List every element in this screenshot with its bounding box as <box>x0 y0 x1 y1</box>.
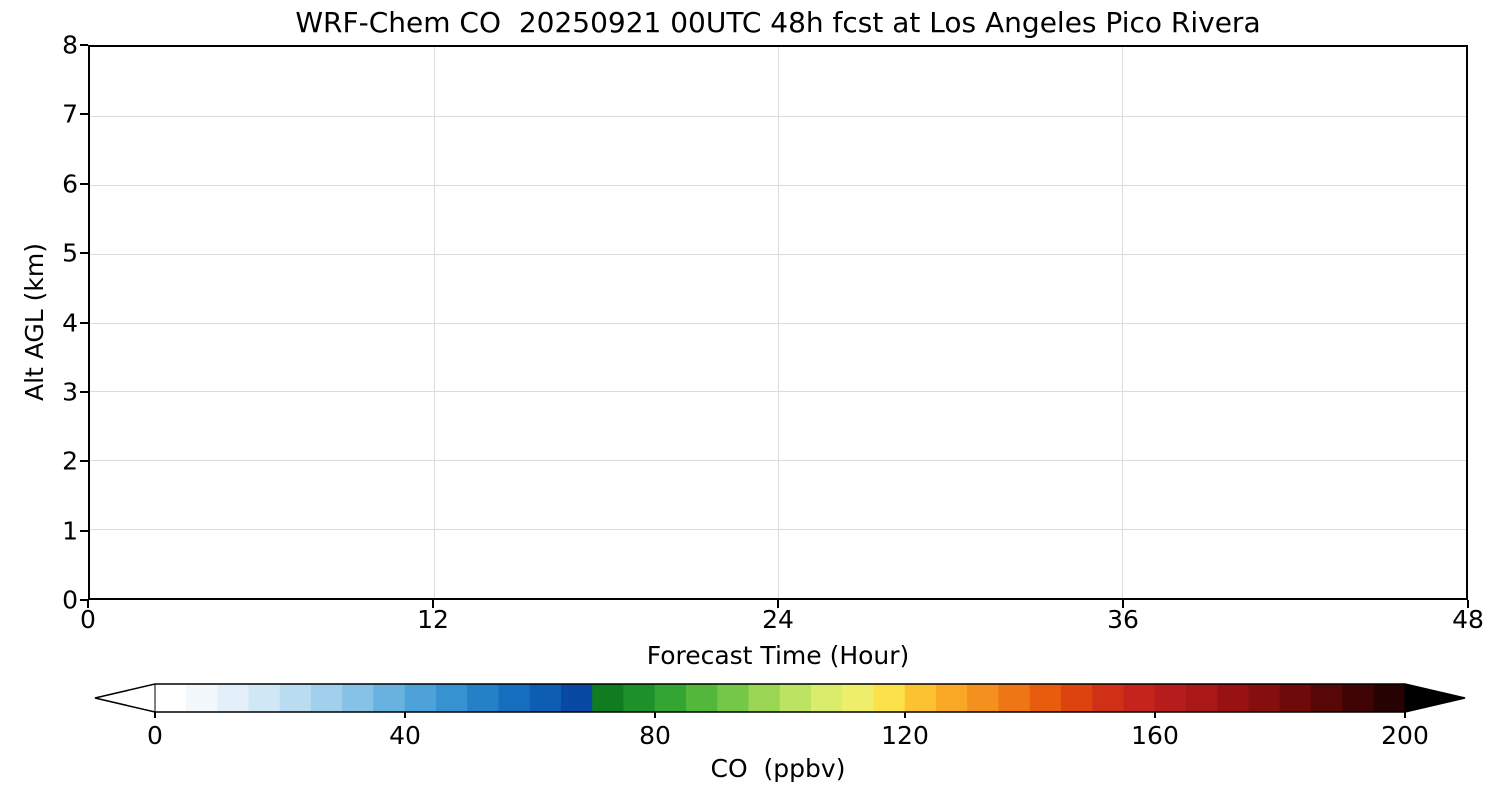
colorbar-segment <box>1060 684 1093 712</box>
y-tick-label: 7 <box>62 99 78 129</box>
y-tick-label: 5 <box>62 238 78 268</box>
chart-title: WRF-Chem CO 20250921 00UTC 48h fcst at L… <box>295 6 1261 39</box>
colorbar-segment <box>435 684 468 712</box>
y-tick-mark <box>80 44 88 46</box>
colorbar-segment <box>1217 684 1250 712</box>
colorbar-tick-label: 0 <box>147 721 163 750</box>
gridline-horizontal <box>90 460 1466 462</box>
y-tick-label: 2 <box>62 446 78 476</box>
y-tick-mark <box>80 529 88 532</box>
colorbar-segment <box>185 684 218 712</box>
colorbar-segment <box>342 684 375 712</box>
colorbar-segment <box>967 684 1000 712</box>
colorbar-segment <box>935 684 968 712</box>
colorbar-segment <box>1310 684 1343 712</box>
colorbar-segment <box>248 684 281 712</box>
y-tick-mark <box>80 252 88 255</box>
colorbar-segment <box>498 684 531 712</box>
y-tick-mark <box>80 390 88 393</box>
colorbar-segment <box>1029 684 1062 712</box>
colorbar-segment <box>904 684 937 712</box>
y-tick-label: 4 <box>62 307 78 337</box>
plot-area <box>88 45 1468 600</box>
colorbar-segment <box>560 684 593 712</box>
colorbar-segment <box>873 684 906 712</box>
colorbar-tick-label: 160 <box>1131 721 1179 750</box>
colorbar-segment <box>1185 684 1218 712</box>
colorbar <box>94 683 1466 718</box>
colorbar-label: CO (ppbv) <box>710 754 846 783</box>
gridline-horizontal <box>90 115 1466 117</box>
y-tick-label: 6 <box>62 169 78 198</box>
colorbar-tick-label: 120 <box>881 721 929 750</box>
colorbar-segment <box>748 684 781 712</box>
colorbar-segment <box>1342 684 1375 712</box>
gridline-horizontal <box>90 322 1466 324</box>
colorbar-segment <box>1154 684 1187 712</box>
colorbar-segment <box>779 684 812 712</box>
y-tick-mark <box>80 321 88 324</box>
colorbar-segment <box>1123 684 1156 712</box>
x-axis-label: Forecast Time (Hour) <box>646 641 910 670</box>
x-tick-mark <box>1122 600 1124 608</box>
colorbar-segment <box>685 684 718 712</box>
y-tick-mark <box>80 182 88 185</box>
gridline-horizontal <box>90 391 1466 393</box>
y-tick-label: 0 <box>62 585 78 615</box>
x-tick-label: 0 <box>80 605 96 634</box>
colorbar-segment <box>467 684 500 712</box>
x-tick-label: 12 <box>417 605 449 634</box>
x-tick-mark <box>777 600 779 608</box>
colorbar-segment <box>810 684 843 712</box>
x-tick-mark <box>1467 600 1469 608</box>
colorbar-segment <box>217 684 250 712</box>
colorbar-tick-label: 80 <box>639 721 671 750</box>
x-tick-label: 24 <box>762 605 794 634</box>
colorbar-segment <box>279 684 312 712</box>
colorbar-segment <box>1248 684 1281 712</box>
gridline-horizontal <box>90 529 1466 531</box>
gridline-horizontal <box>90 184 1466 186</box>
gridline-horizontal <box>90 253 1466 255</box>
colorbar-under-arrow <box>95 684 155 712</box>
x-tick-label: 36 <box>1107 605 1139 634</box>
y-tick-label: 1 <box>62 515 78 545</box>
x-tick-mark <box>87 600 89 608</box>
colorbar-segment <box>1373 684 1406 712</box>
colorbar-tick-label: 40 <box>389 721 421 750</box>
colorbar-segment <box>1092 684 1125 712</box>
y-tick-mark <box>80 599 88 601</box>
colorbar-segment <box>373 684 406 712</box>
colorbar-segment <box>154 684 187 712</box>
x-tick-label: 48 <box>1452 605 1484 634</box>
colorbar-segment <box>1279 684 1312 712</box>
colorbar-segment <box>529 684 562 712</box>
y-tick-label: 8 <box>62 30 78 60</box>
colorbar-segment <box>717 684 750 712</box>
x-tick-mark <box>432 600 434 608</box>
y-tick-mark <box>80 460 88 463</box>
colorbar-segment <box>623 684 656 712</box>
colorbar-segment <box>654 684 687 712</box>
colorbar-segment <box>998 684 1031 712</box>
colorbar-segment <box>310 684 343 712</box>
colorbar-over-arrow <box>1405 684 1465 712</box>
colorbar-tick-label: 200 <box>1381 721 1429 750</box>
y-tick-mark <box>80 113 88 116</box>
y-tick-label: 3 <box>62 377 78 407</box>
colorbar-segment <box>592 684 625 712</box>
colorbar-segment <box>842 684 875 712</box>
colorbar-segment <box>404 684 437 712</box>
